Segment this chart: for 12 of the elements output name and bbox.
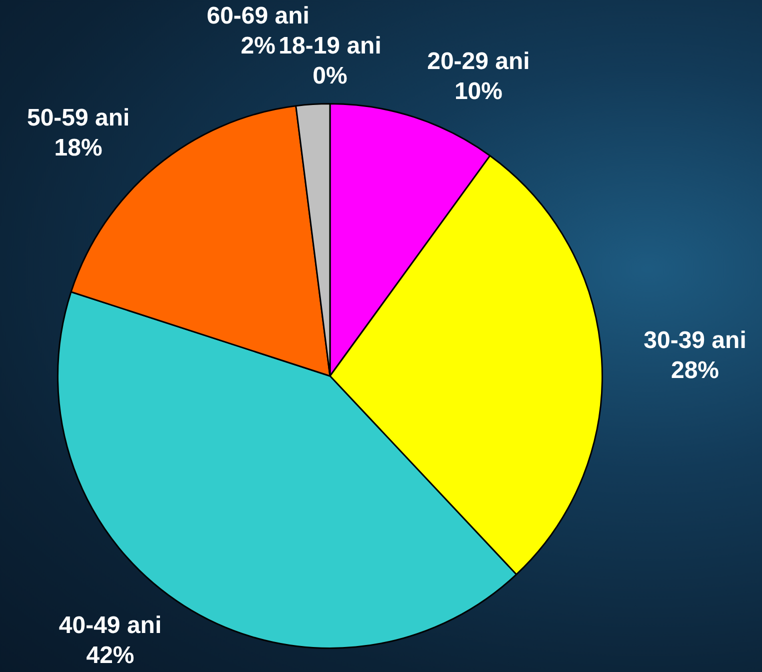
slice-label: 50-59 ani bbox=[26, 104, 130, 132]
data-label: 2% bbox=[240, 32, 276, 60]
category-label: 18-19 ani bbox=[278, 32, 382, 60]
slice-label: 60-69 ani bbox=[206, 2, 310, 30]
data-label: 42% bbox=[86, 642, 134, 669]
data-label: 18% bbox=[54, 134, 102, 162]
slice-label: 40-49 ani bbox=[58, 612, 162, 639]
text: 0% bbox=[312, 62, 348, 90]
slice-label: 20-29 ani bbox=[427, 48, 530, 75]
slice-label: 30-39 ani bbox=[644, 326, 746, 354]
data-label: 28% bbox=[670, 356, 720, 384]
data-label: 10% bbox=[454, 78, 502, 105]
